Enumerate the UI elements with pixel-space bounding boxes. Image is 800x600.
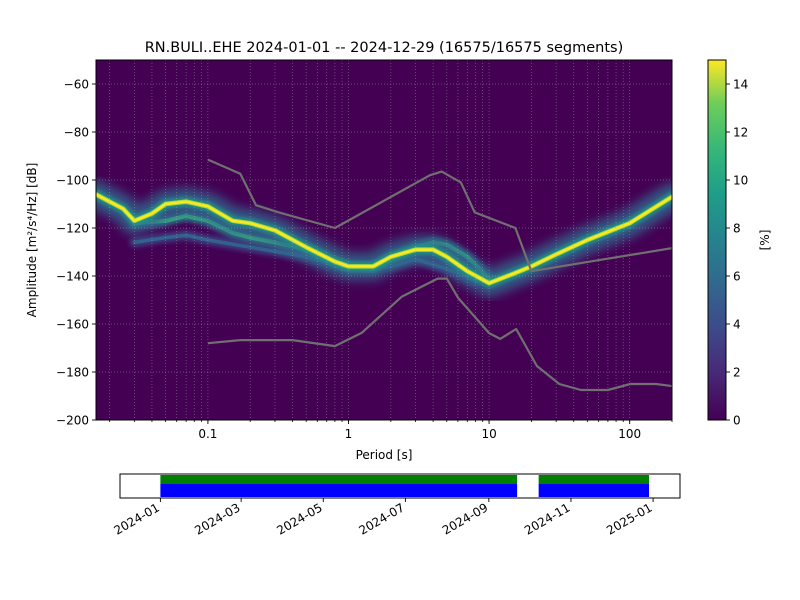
colorbar	[707, 59, 727, 421]
colorbar-tick-label: 14	[733, 78, 748, 92]
colorbar-tick-label: 10	[733, 174, 748, 188]
density-ridge-0	[96, 193, 672, 285]
y-tick-label: −200	[56, 414, 89, 428]
timeline-tick-label: 2024-09	[440, 500, 490, 537]
availability-segment	[538, 475, 650, 484]
timeline-axis-ticks: 2024-01 2024-03 2024-05 2024-07 2024-09 2024-…	[111, 498, 655, 538]
plot-frame	[95, 59, 673, 421]
colorbar-tick-label: 8	[733, 222, 741, 236]
availability-segment	[538, 484, 650, 497]
timeline-tick-label: 2025-01	[604, 500, 654, 537]
chart-title: RN.BULI..EHE 2024-01-01 -- 2024-12-29 (1…	[145, 40, 624, 56]
colorbar-label: [%]	[758, 230, 772, 251]
y-tick-label: −140	[56, 270, 89, 284]
colorbar-tick-label: 0	[733, 414, 741, 428]
colorbar-tick-label: 12	[733, 126, 748, 140]
y-tick-label: −120	[56, 222, 89, 236]
timeline-tick-label: 2024-03	[192, 500, 242, 537]
data-availability-timeline	[160, 475, 650, 497]
noise-model-line	[207, 277, 672, 392]
colorbar-ticks: 0 2 4 6 8 10 12 14	[726, 78, 748, 428]
y-axis-label: Amplitude [m²/s⁴/Hz] [dB]	[25, 163, 39, 318]
x-axis-ticks: 0.1 1 10 100	[109, 420, 673, 441]
noise-models	[207, 158, 672, 392]
timeline-tick-label: 2024-11	[522, 500, 572, 537]
y-tick-label: −180	[56, 366, 89, 380]
colorbar-tick-label: 6	[733, 270, 741, 284]
timeline-tick-label: 2024-01	[111, 500, 161, 537]
availability-segment	[160, 484, 518, 497]
x-axis-label: Period [s]	[356, 448, 413, 462]
y-tick-label: −60	[64, 78, 89, 92]
noise-model-line	[207, 158, 672, 273]
availability-segment	[160, 475, 518, 484]
grid	[96, 60, 672, 420]
x-tick-label: 100	[618, 427, 641, 441]
y-tick-label: −160	[56, 318, 89, 332]
x-tick-label: 0.1	[198, 427, 217, 441]
x-tick-label: 1	[345, 427, 353, 441]
y-tick-label: −80	[64, 126, 89, 140]
y-tick-label: −100	[56, 174, 89, 188]
colorbar-tick-label: 2	[733, 366, 741, 380]
y-axis-ticks: −200 −180 −160 −140 −120 −100 −80 −60	[56, 78, 96, 428]
timeline-tick-label: 2024-05	[274, 500, 324, 537]
x-tick-label: 10	[481, 427, 496, 441]
colorbar-tick-label: 4	[733, 318, 741, 332]
timeline-frame	[119, 473, 681, 499]
timeline-tick-label: 2024-07	[356, 500, 406, 537]
